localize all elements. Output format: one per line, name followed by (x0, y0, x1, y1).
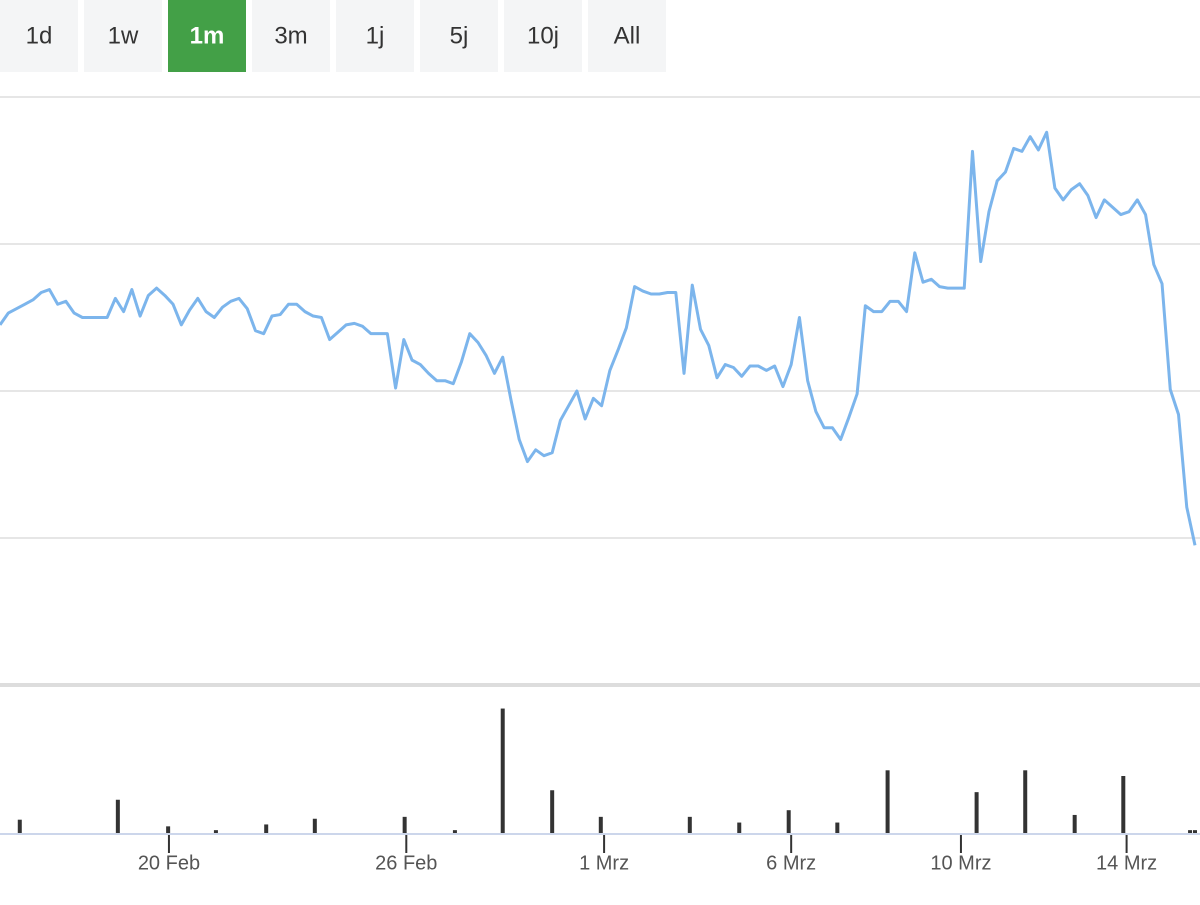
x-tick-label: 26 Feb (375, 852, 437, 874)
x-tick-label: 20 Feb (138, 852, 200, 874)
volume-bar (166, 826, 171, 833)
x-tick-label: 1 Mrz (579, 852, 629, 874)
volume-bar (264, 824, 269, 833)
range-button[interactable] (0, 0, 78, 72)
range-button-label[interactable]: 1w (108, 22, 139, 49)
volume-bar (1193, 830, 1197, 833)
range-button-label[interactable]: 5j (450, 22, 469, 49)
price-line (0, 130, 1197, 546)
range-button[interactable] (84, 0, 162, 72)
volume-bar (835, 822, 840, 833)
range-button[interactable] (168, 0, 246, 72)
volume-bar (402, 816, 407, 833)
volume-bar (452, 830, 457, 833)
volume-bar (550, 790, 555, 833)
volume-bar (598, 816, 603, 833)
volume-bar (737, 822, 742, 833)
range-button[interactable] (420, 0, 498, 72)
volume-bar (687, 816, 692, 833)
x-tick-label: 10 Mrz (930, 852, 991, 874)
volume-bar (17, 819, 22, 833)
volume-bar (1072, 814, 1077, 833)
volume-bar (1188, 830, 1193, 833)
range-button[interactable] (504, 0, 582, 72)
volume-bar (213, 830, 218, 833)
x-tick-label: 14 Mrz (1096, 852, 1157, 874)
volume-bar (312, 818, 317, 833)
volume-bar (115, 799, 120, 833)
volume-bar (1023, 770, 1028, 833)
range-button[interactable] (336, 0, 414, 72)
volume-bar (974, 792, 979, 833)
range-button[interactable] (588, 0, 666, 72)
range-button-label[interactable]: 3m (274, 22, 307, 49)
x-tick-label: 6 Mrz (766, 852, 816, 874)
range-button-label[interactable]: 1d (26, 22, 53, 49)
range-button-label[interactable]: 1j (366, 22, 385, 49)
volume-bar (1121, 776, 1126, 833)
volume-bar (786, 810, 791, 833)
range-button[interactable] (252, 0, 330, 72)
range-button-label[interactable]: All (614, 22, 641, 49)
range-button-label[interactable]: 10j (527, 22, 559, 49)
range-button-label[interactable]: 1m (190, 22, 225, 49)
volume-bar (885, 770, 890, 833)
volume-bar (500, 708, 505, 833)
